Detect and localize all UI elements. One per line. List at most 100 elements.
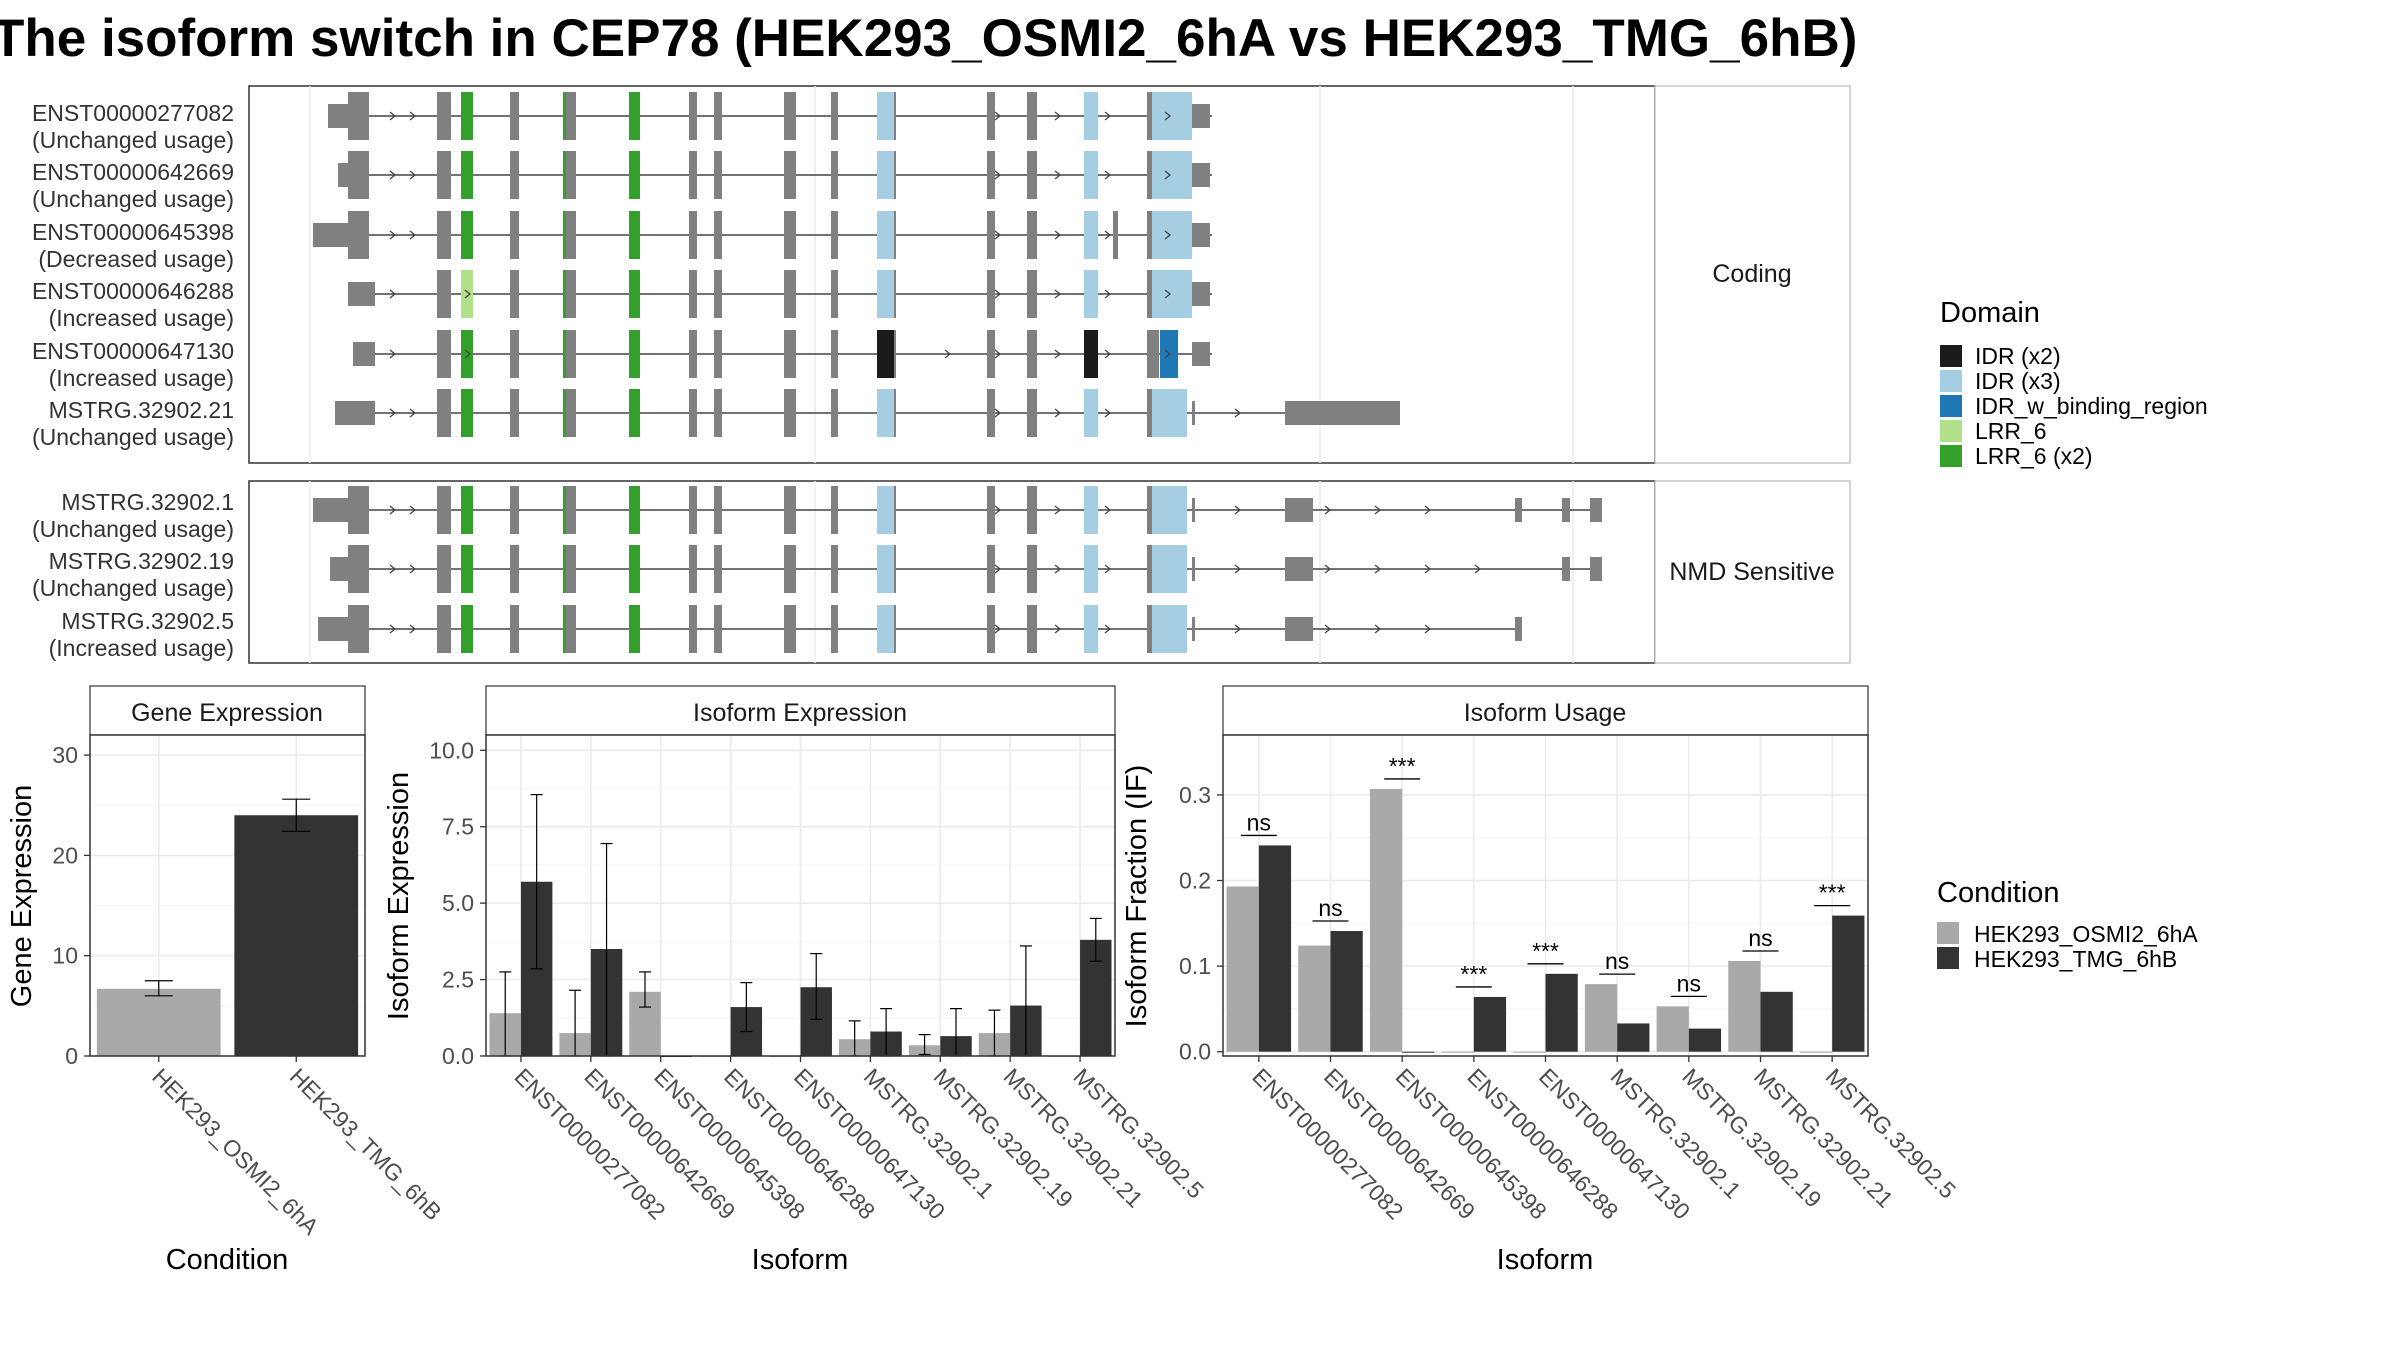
domain-lrr6-x2 [629, 92, 640, 140]
cds-exon [831, 389, 838, 437]
y-axis-label: Isoform Expression [383, 772, 415, 1020]
strand-arrow [1104, 289, 1112, 299]
domain-idr-x3 [1152, 605, 1187, 653]
domain-lrr6-x2 [563, 605, 566, 653]
cds-exon [437, 389, 451, 437]
transcript-track [313, 211, 1212, 259]
domain-idr-x3 [1152, 211, 1192, 259]
strand-arrow [1104, 624, 1112, 634]
cds-exon [689, 330, 697, 378]
utr-exon [1192, 163, 1210, 187]
transcript-id: ENST00000646288 [32, 278, 234, 304]
svg-text:MSTRG.32902.5(Increased usage): MSTRG.32902.5 (Increased usage) [49, 608, 234, 661]
cds-exon [689, 151, 697, 199]
legend-label: IDR (x2) [1975, 343, 2061, 369]
utr-exon [1192, 557, 1195, 581]
transcript-track [335, 389, 1400, 437]
domain-lrr6-x2 [629, 545, 640, 593]
utr-exon [1285, 498, 1313, 522]
strand-arrow [409, 170, 417, 180]
panel-title: Isoform Expression [693, 699, 907, 727]
transcript-id: MSTRG.32902.1 [61, 489, 234, 515]
transcript-structure-plot: Coding NMD Sensitive ENST00000277082 (Unc… [32, 85, 1851, 664]
cds-exon [1027, 389, 1037, 437]
cds-exon [831, 545, 838, 593]
strand-arrow [1054, 111, 1062, 121]
legend-key-idr-binding [1940, 395, 1962, 417]
cds-exon [714, 545, 722, 593]
utr-exon [1590, 498, 1602, 522]
x-tick-label: MSTRG.32902.1 [859, 1063, 999, 1203]
transcript-tracks [313, 92, 1602, 653]
significance-label: ns [1748, 925, 1772, 951]
strand-arrow [1234, 505, 1242, 515]
cds-exon [714, 389, 722, 437]
domain-lrr6-x2 [629, 486, 640, 534]
cds-exon [510, 605, 519, 653]
y-tick-label: 0 [65, 1043, 78, 1069]
domain-idr-x3 [1084, 151, 1098, 199]
cds-exon [1147, 330, 1159, 378]
strand-arrow [1054, 408, 1062, 418]
y-tick-label: 10.0 [429, 737, 474, 763]
utr-exon [1192, 401, 1195, 425]
nmd-strip-label: NMD Sensitive [1669, 558, 1834, 586]
cds-exon [437, 605, 451, 653]
utr-exon [313, 498, 348, 522]
y-axis-label: Gene Expression [6, 785, 38, 1007]
cds-exon [987, 389, 995, 437]
strand-arrow [1324, 624, 1332, 634]
utr-exon [1192, 342, 1210, 366]
strand-arrow [1054, 349, 1062, 359]
strand-arrow [389, 408, 397, 418]
transcript-id: MSTRG.32902.5 [61, 608, 234, 634]
error-bar [530, 794, 543, 970]
y-tick-label: 20 [52, 842, 78, 868]
cds-exon [1027, 270, 1037, 318]
cds-exon [831, 330, 838, 378]
x-tick-label: MSTRG.32902.5 [1069, 1063, 1209, 1203]
cds-exon [714, 92, 722, 140]
legend-label: LRR_6 (x2) [1975, 443, 2093, 469]
cds-exon [987, 270, 995, 318]
cds-exon [831, 211, 838, 259]
svg-text:ENST00000647130(Increased usag: ENST00000647130 (Increased usage) [32, 338, 234, 391]
utr-exon [1285, 557, 1313, 581]
utr-exon [328, 104, 348, 128]
cds-exon [784, 211, 796, 259]
significance-label: ns [1318, 895, 1342, 921]
svg-text:MSTRG.32902.19(Unchanged usage: MSTRG.32902.19 (Unchanged usage) [32, 548, 234, 601]
cds-exon [348, 211, 369, 259]
cds-exon [563, 211, 576, 259]
cds-exon [563, 389, 576, 437]
utr-exon [338, 163, 348, 187]
significance-label: ns [1605, 948, 1629, 974]
strand-arrow [994, 564, 1002, 574]
domain-lrr6-x2 [461, 92, 473, 140]
transcript-usage: (Increased usage) [49, 365, 234, 391]
error-bar [1089, 917, 1102, 962]
strip [89, 685, 366, 736]
error-bar [810, 952, 823, 1020]
strand-arrow [1374, 624, 1382, 634]
cds-exon [1027, 605, 1037, 653]
strand-arrow [1234, 408, 1242, 418]
transcript-id: MSTRG.32902.19 [49, 548, 234, 574]
transcript-id: MSTRG.32902.21 [49, 397, 234, 423]
x-tick-label: HEK293_TMG_6hB [285, 1063, 447, 1225]
strand-arrow [1104, 564, 1112, 574]
domain-idr-x3 [1084, 486, 1098, 534]
domain-idr-x3 [1084, 270, 1098, 318]
transcript-id: ENST00000642669 [32, 159, 234, 185]
strand-arrow [1424, 564, 1432, 574]
strand-arrow [1234, 564, 1242, 574]
bar [234, 815, 359, 1056]
y-ticks: 0 10 20 30 [52, 742, 90, 1069]
domain-idr-x3 [1152, 486, 1187, 534]
y-axis-label: Isoform Fraction (IF) [1121, 765, 1153, 1028]
strand-arrow [994, 408, 1002, 418]
transcript-track [318, 605, 1522, 653]
strand-arrow [994, 170, 1002, 180]
strand-arrow [389, 349, 397, 359]
utr-exon [1562, 498, 1570, 522]
